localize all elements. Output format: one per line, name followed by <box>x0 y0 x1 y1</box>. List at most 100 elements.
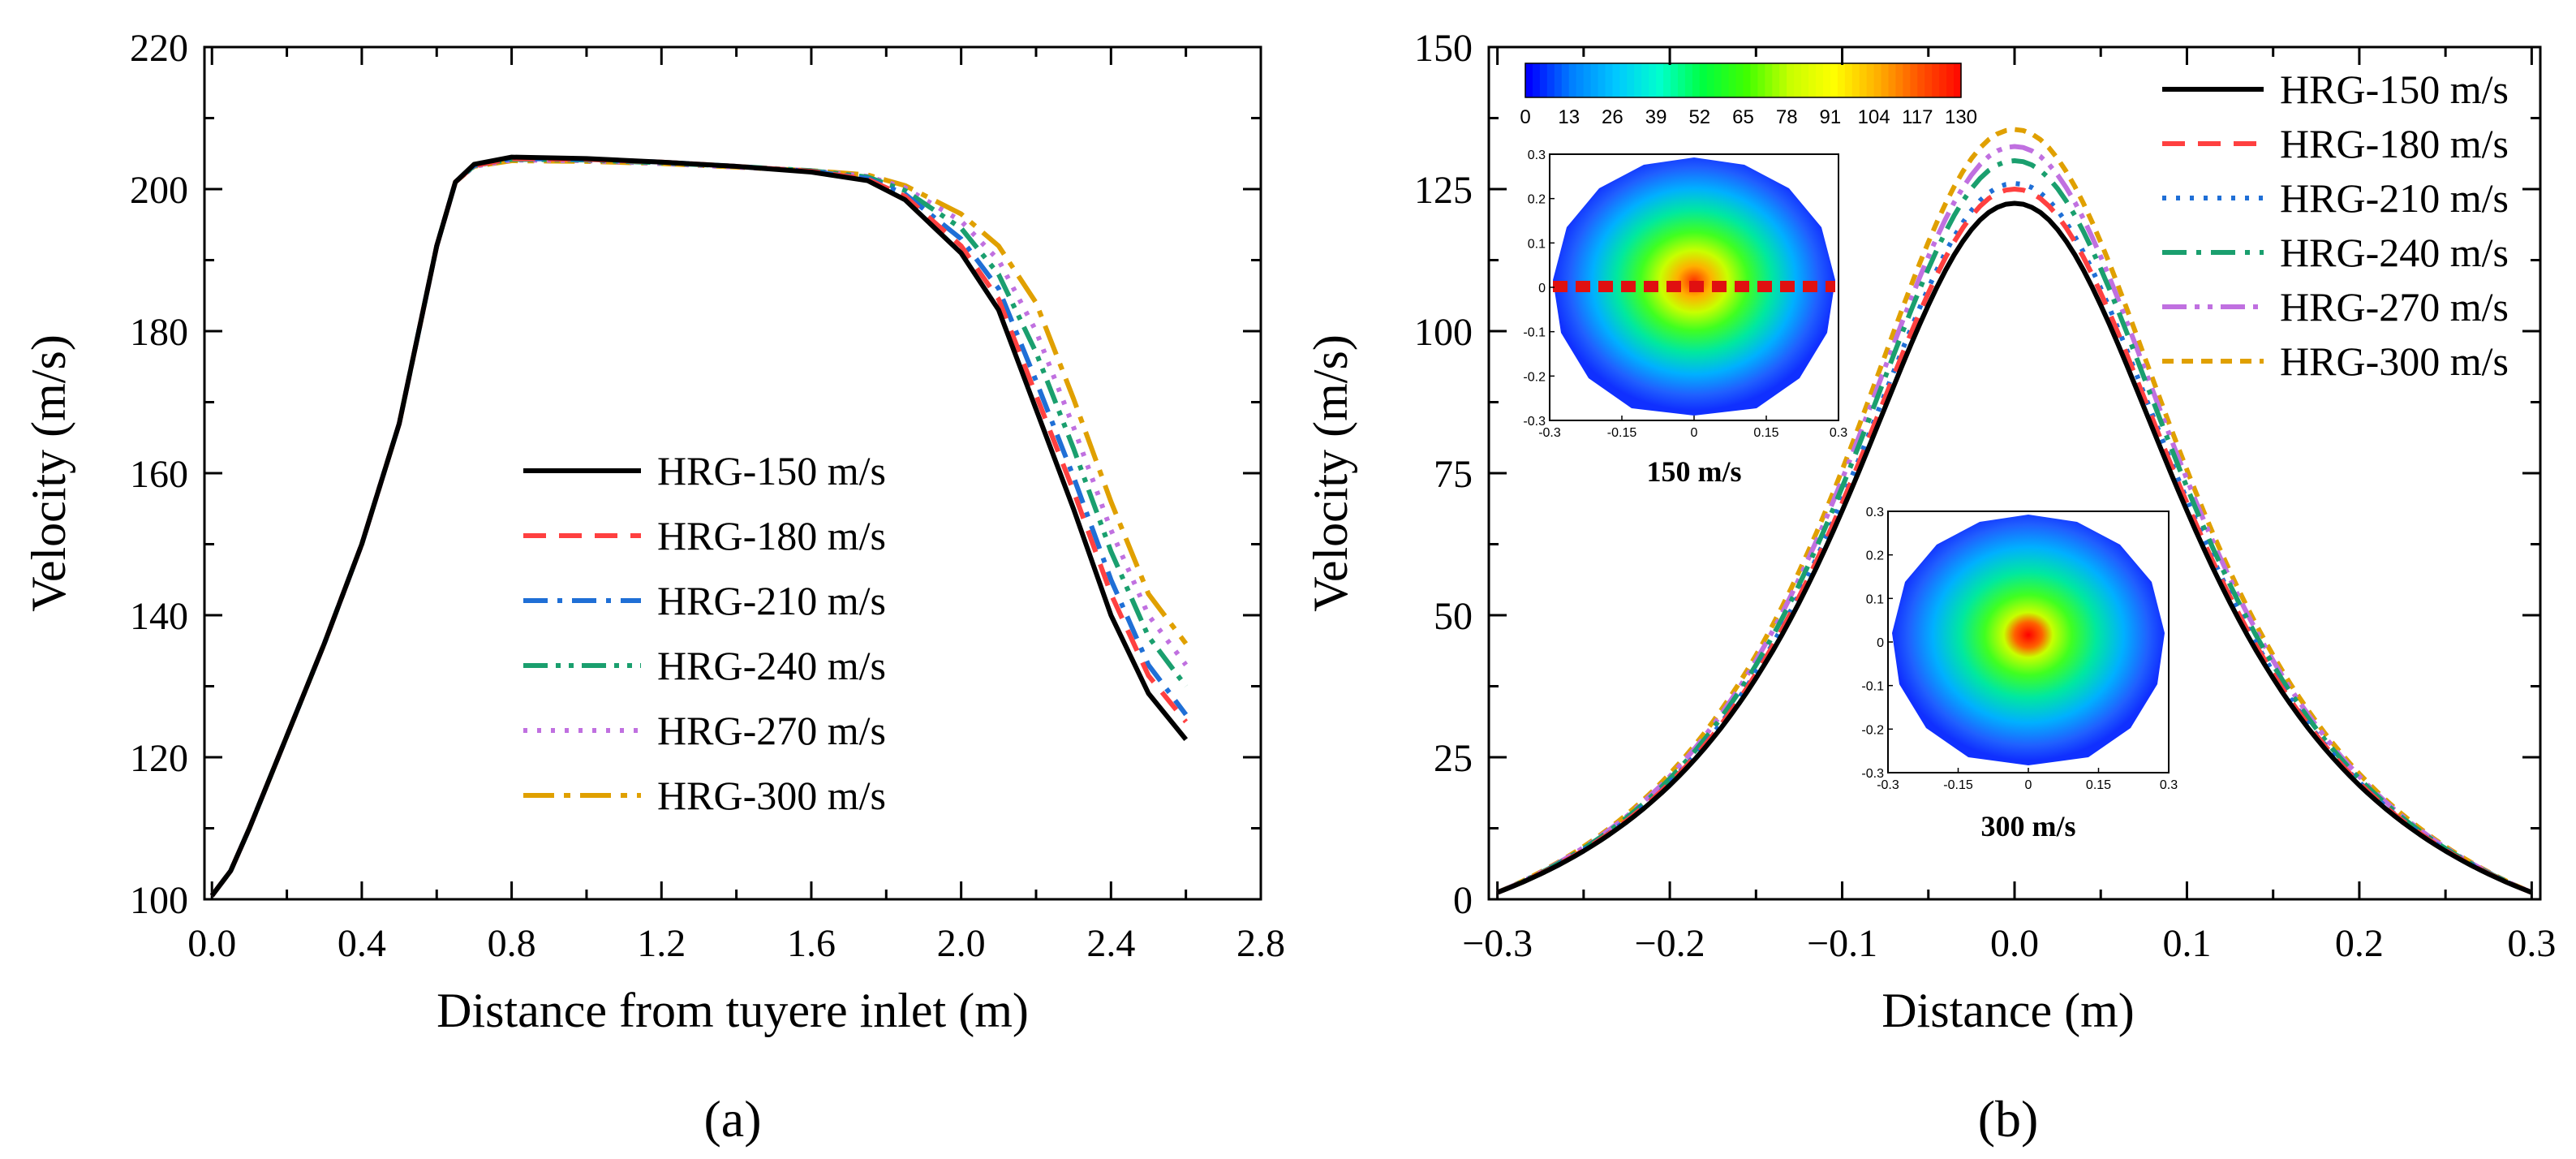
colorbar-segment <box>1859 63 1868 97</box>
colorbar: 0 13 26 39 52 65 78 91 104 117 130 <box>1520 62 1977 128</box>
y-tick-label: 160 <box>130 453 188 496</box>
y-tick-label: 140 <box>130 595 188 638</box>
legend-label: HRG-240 m/s <box>657 643 886 688</box>
inset-y-tick-label: 0.3 <box>1866 506 1884 519</box>
legend-label: HRG-150 m/s <box>2280 67 2509 112</box>
panel-a-legend: HRG-150 m/s HRG-180 m/s HRG-210 m/s HRG-240… <box>523 448 886 818</box>
panel-b-chart: 0 13 26 39 52 65 78 91 104 117 130 -0.3 -0.15 0 0.15 0… <box>1304 27 2556 1148</box>
inset-x-tick-label: -0.3 <box>1877 778 1899 792</box>
series-line <box>209 154 1189 898</box>
series-line <box>1496 200 2533 895</box>
legend-label: HRG-210 m/s <box>2280 175 2509 221</box>
colorbar-tick-label: 39 <box>1645 106 1667 128</box>
panel-b-legend: HRG-150 m/s HRG-180 m/s HRG-210 m/s HRG-240… <box>2162 67 2509 384</box>
colorbar-segment <box>1772 63 1780 97</box>
series-line <box>1496 187 2533 895</box>
panel-b-ylabel: Velocity (m/s) <box>1304 334 1357 612</box>
colorbar-segment <box>1750 63 1758 97</box>
panel-b-series <box>1496 127 2533 895</box>
colorbar-segment <box>1649 63 1657 97</box>
colorbar-segment <box>1939 63 1947 97</box>
x-tick-label: 0.8 <box>488 922 536 965</box>
colorbar-segment <box>1830 63 1838 97</box>
legend-label: HRG-270 m/s <box>2280 284 2509 330</box>
colorbar-segment <box>1684 63 1693 97</box>
colorbar-segment <box>1554 63 1563 97</box>
y-tick-label: 180 <box>130 311 188 354</box>
x-tick-label: 2.0 <box>937 922 986 965</box>
inset-x-tick-label: -0.3 <box>1538 426 1561 440</box>
inset-y-tick-label: 0.2 <box>1866 549 1884 563</box>
colorbar-segment <box>1816 63 1824 97</box>
colorbar-segment <box>1924 63 1933 97</box>
colorbar-segment <box>1917 63 1925 97</box>
colorbar-segment <box>1721 63 1730 97</box>
colorbar-segment <box>1787 63 1795 97</box>
colorbar-segment <box>1881 63 1890 97</box>
panel-b-label: (b) <box>1978 1090 2039 1148</box>
legend-label: HRG-240 m/s <box>2280 230 2509 275</box>
inset-y-tick-label: 0 <box>1538 282 1546 295</box>
inset-x-tick-label: 0.15 <box>2086 778 2111 792</box>
colorbar-tick-label: 13 <box>1558 106 1580 128</box>
x-tick-label: 0.0 <box>187 922 236 965</box>
colorbar-segment <box>1822 63 1831 97</box>
inset-y-tick-label: -0.2 <box>1861 723 1884 737</box>
inset-300-label: 300 m/s <box>1981 810 2076 842</box>
inset-150: -0.3 -0.15 0 0.15 0.3 0.3 0.2 0.1 0 -0.1 -0.2-0.3 … <box>1523 149 1847 488</box>
x-tick-label: −0.2 <box>1635 922 1705 965</box>
inset-y-tick-label: 0.2 <box>1528 193 1546 207</box>
colorbar-segment <box>1671 63 1679 97</box>
colorbar-segment <box>1735 63 1744 97</box>
colorbar-segment <box>1910 63 1918 97</box>
y-tick-label: 100 <box>1414 311 1473 354</box>
colorbar-tick-label: 130 <box>1945 106 1977 128</box>
y-tick-label: 200 <box>130 169 188 212</box>
series-line <box>209 157 1189 898</box>
panel-a-xlabel: Distance from tuyere inlet (m) <box>437 984 1029 1037</box>
x-tick-label: −0.1 <box>1807 922 1877 965</box>
panel-b-insets: 0 13 26 39 52 65 78 91 104 117 130 -0.3 -0.15 0 0.15 0… <box>1520 62 2178 842</box>
colorbar-segment <box>1532 63 1541 97</box>
inset-x-tick-label: 0.15 <box>1753 426 1778 440</box>
inset-y-tick-label: 0.1 <box>1528 237 1546 251</box>
inset-x-tick-label: 0 <box>2025 778 2032 792</box>
colorbar-segment <box>1743 63 1752 97</box>
colorbar-segment <box>1728 63 1737 97</box>
colorbar-segment <box>1808 63 1817 97</box>
colorbar-tick-label: 104 <box>1858 106 1890 128</box>
legend-label: HRG-270 m/s <box>657 708 886 753</box>
colorbar-segment <box>1779 63 1787 97</box>
inset-x-tick-label: 0 <box>1691 426 1698 440</box>
colorbar-segment <box>1619 63 1628 97</box>
panel-a-ylabel: Velocity (m/s) <box>22 334 75 612</box>
y-tick-label: 75 <box>1434 453 1473 496</box>
colorbar-frame <box>1525 62 1962 98</box>
colorbar-segment <box>1954 63 1962 97</box>
y-tick-label: 100 <box>130 879 188 922</box>
inset-y-tick-label: 0.1 <box>1866 592 1884 606</box>
colorbar-segment <box>1583 63 1592 97</box>
colorbar-segment <box>1561 63 1570 97</box>
inset-150-ticks: -0.3 -0.15 0 0.15 0.3 0.3 0.2 0.1 0 -0.1 -0.2 -0.3 <box>1523 149 1847 440</box>
x-tick-label: 0.2 <box>2335 922 2384 965</box>
series-line <box>1496 127 2533 895</box>
x-tick-label: −0.3 <box>1462 922 1533 965</box>
x-tick-label: 0.0 <box>1990 922 2039 965</box>
colorbar-segment <box>1946 63 1955 97</box>
colorbar-segment <box>1634 63 1642 97</box>
colorbar-segment <box>1895 63 1903 97</box>
colorbar-tick-label: 26 <box>1602 106 1623 128</box>
y-tick-label: 50 <box>1434 595 1473 638</box>
inset-x-tick-label: -0.15 <box>1607 426 1637 440</box>
inset-x-tick-label: 0.3 <box>2160 778 2178 792</box>
colorbar-segment <box>1873 63 1882 97</box>
colorbar-tick-label: 91 <box>1820 106 1842 128</box>
x-tick-label: 2.4 <box>1086 922 1135 965</box>
colorbar-segment <box>1641 63 1649 97</box>
colorbar-segment <box>1568 63 1577 97</box>
x-tick-label: 1.2 <box>637 922 686 965</box>
x-tick-label: 0.1 <box>2162 922 2211 965</box>
colorbar-segment <box>1590 63 1599 97</box>
colorbar-segment <box>1539 63 1548 97</box>
